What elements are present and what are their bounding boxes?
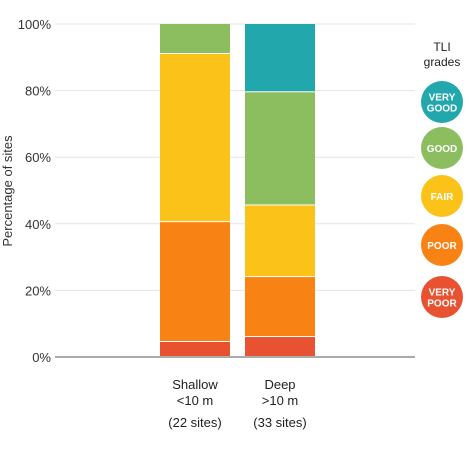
category-labels: Shallow<10 m (22 sites) Deep>10 m (33 sites…	[168, 377, 306, 430]
legend-swatch-very-poor	[421, 276, 463, 318]
y-tick-label: 0%	[32, 350, 51, 365]
legend-label: GOOD	[427, 144, 458, 155]
legend-label: FAIR	[431, 192, 455, 203]
y-tick-label: 20%	[25, 283, 51, 298]
legend-label: POOR	[427, 299, 457, 310]
bar-segment-poor	[160, 222, 230, 342]
legend-label: VERY	[429, 288, 456, 299]
legend-swatch-good	[421, 127, 463, 169]
y-tick-label: 40%	[25, 217, 51, 232]
x-category-label: <10 m	[177, 393, 214, 408]
y-axis-ticks: 0% 20% 40% 60% 80% 100%	[18, 17, 52, 365]
bar-segment-very-poor	[245, 337, 315, 356]
legend-label: POOR	[427, 241, 457, 252]
y-tick-label: 80%	[25, 84, 51, 99]
bar-segment-good	[245, 92, 315, 205]
x-category-site-count: (33 sites)	[253, 415, 306, 430]
legend-label: GOOD	[427, 104, 458, 115]
bar-segment-fair	[160, 53, 230, 222]
legend-swatch-very-good	[421, 81, 463, 123]
legend-label: VERY	[429, 93, 456, 104]
bar-segment-very-poor	[160, 342, 230, 356]
bar-segment-very-good	[245, 24, 315, 92]
y-tick-label: 100%	[18, 17, 52, 32]
legend-title: grades	[424, 55, 461, 69]
bar-segment-good	[160, 24, 230, 53]
y-tick-label: 60%	[25, 150, 51, 165]
legend-swatch-fair	[421, 175, 463, 217]
x-category-label: >10 m	[262, 393, 299, 408]
x-category-label: Deep	[264, 377, 295, 392]
legend-title: TLI	[433, 40, 450, 54]
y-axis-title: Percentage of sites	[0, 135, 15, 247]
x-category-label: Shallow	[172, 377, 218, 392]
bars	[160, 24, 315, 356]
bar-segment-fair	[245, 205, 315, 277]
bar-segment-poor	[245, 277, 315, 337]
legend-swatch-poor	[421, 224, 463, 266]
x-category-site-count: (22 sites)	[168, 415, 221, 430]
gridlines	[55, 23, 415, 291]
